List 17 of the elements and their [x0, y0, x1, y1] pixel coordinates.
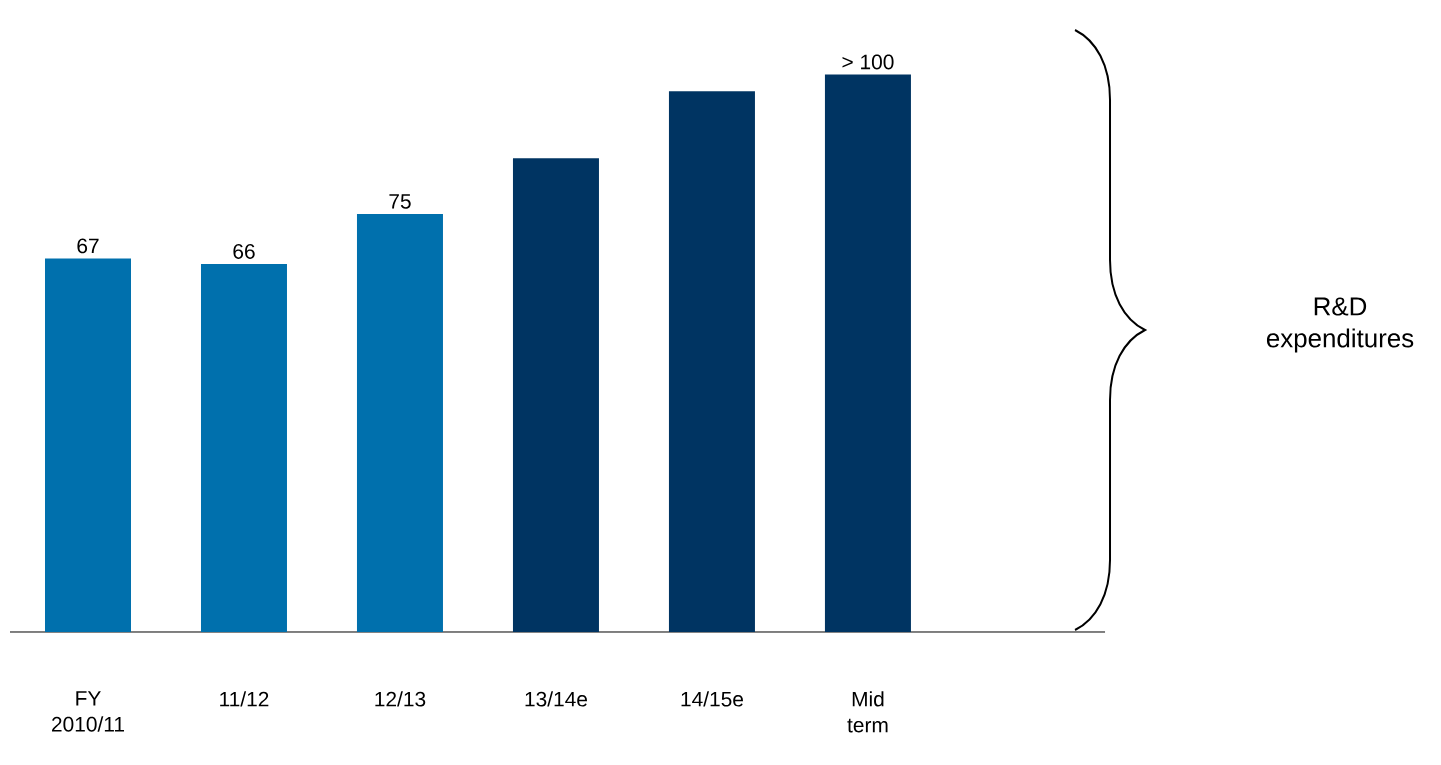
x-tick-label: FY 2010/11	[52, 691, 124, 732]
bar	[668, 91, 755, 632]
bar	[824, 74, 911, 632]
bar	[356, 213, 443, 632]
data-label: > 100	[842, 54, 894, 70]
x-tick-label: 13/14e	[525, 691, 588, 707]
x-tick-label: Mid term	[847, 691, 888, 733]
x-tick-label: 12/13	[375, 691, 426, 707]
bar	[200, 264, 287, 632]
data-label: 66	[233, 244, 255, 259]
x-tick-label: 11/12	[220, 691, 269, 707]
bar	[512, 158, 599, 632]
bar	[44, 258, 131, 632]
data-label: 75	[389, 194, 411, 209]
text: R&D expenditures	[1266, 297, 1414, 353]
data-label: 67	[77, 238, 99, 254]
x-tick-label: 14/15e	[681, 691, 744, 707]
